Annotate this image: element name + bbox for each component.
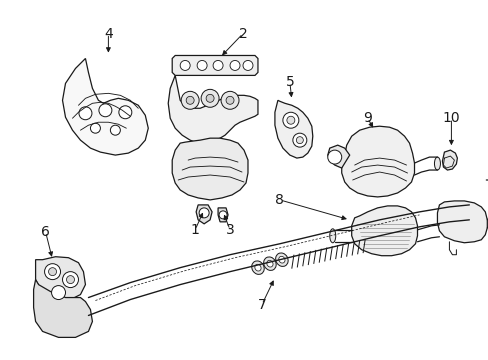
Polygon shape — [327, 145, 349, 168]
Circle shape — [110, 125, 120, 135]
Circle shape — [243, 60, 252, 71]
Circle shape — [48, 268, 57, 276]
Ellipse shape — [433, 157, 440, 170]
Polygon shape — [36, 257, 85, 300]
Ellipse shape — [251, 261, 264, 274]
Circle shape — [66, 276, 74, 284]
Text: 4: 4 — [104, 27, 113, 41]
Ellipse shape — [266, 260, 272, 267]
Ellipse shape — [329, 229, 335, 243]
Circle shape — [51, 285, 65, 300]
Circle shape — [327, 150, 341, 164]
Circle shape — [205, 94, 214, 102]
Polygon shape — [62, 58, 148, 155]
Circle shape — [201, 89, 219, 107]
Circle shape — [292, 133, 306, 147]
Text: 8: 8 — [275, 193, 284, 207]
Polygon shape — [274, 100, 312, 158]
Circle shape — [225, 96, 234, 104]
Circle shape — [44, 264, 61, 280]
Polygon shape — [172, 55, 258, 75]
Text: 9: 9 — [363, 111, 371, 125]
Text: 7: 7 — [257, 297, 266, 311]
Ellipse shape — [263, 257, 276, 270]
Circle shape — [286, 116, 294, 124]
Text: 6: 6 — [41, 225, 50, 239]
Text: 5: 5 — [285, 75, 294, 89]
Polygon shape — [218, 208, 227, 222]
Polygon shape — [437, 201, 487, 243]
Polygon shape — [442, 150, 456, 170]
Circle shape — [119, 106, 132, 119]
Text: 2: 2 — [238, 27, 247, 41]
Circle shape — [90, 123, 100, 133]
Circle shape — [99, 104, 112, 117]
Circle shape — [62, 272, 78, 288]
Text: 1: 1 — [190, 223, 199, 237]
Circle shape — [180, 60, 190, 71]
Circle shape — [199, 208, 209, 218]
Circle shape — [283, 112, 298, 128]
Polygon shape — [168, 75, 258, 143]
Circle shape — [181, 91, 199, 109]
Ellipse shape — [278, 256, 285, 263]
Circle shape — [221, 91, 239, 109]
Circle shape — [296, 137, 303, 144]
Polygon shape — [341, 126, 414, 197]
Circle shape — [219, 211, 226, 219]
Text: 3: 3 — [225, 223, 234, 237]
Circle shape — [213, 60, 223, 71]
Polygon shape — [172, 138, 247, 200]
Circle shape — [197, 60, 207, 71]
Polygon shape — [34, 280, 92, 337]
Circle shape — [79, 107, 92, 120]
Ellipse shape — [275, 253, 287, 266]
Text: 10: 10 — [442, 111, 459, 125]
Circle shape — [229, 60, 240, 71]
Polygon shape — [351, 206, 417, 256]
Ellipse shape — [254, 264, 261, 271]
Polygon shape — [196, 205, 212, 224]
Circle shape — [186, 96, 194, 104]
